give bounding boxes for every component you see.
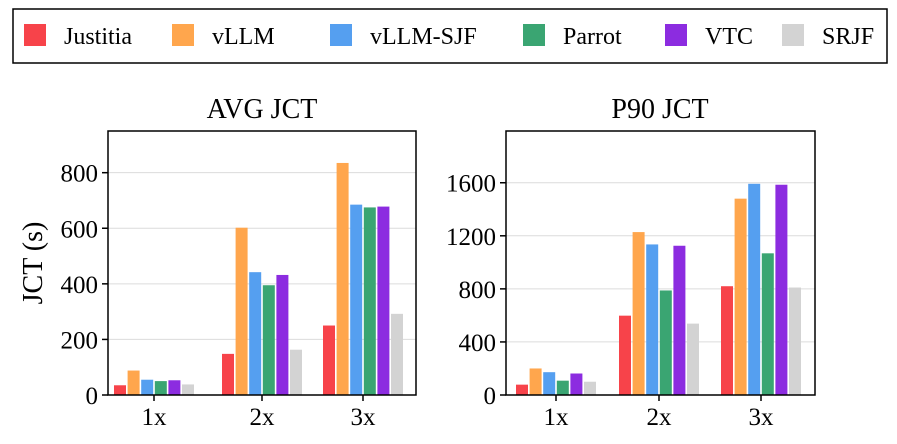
x-tick-label-avg-jct: 1x (142, 404, 168, 431)
y-tick-label-avg-jct: 0 (86, 383, 99, 410)
bar-parrot-2x (262, 285, 275, 395)
bar-vtc-2x (673, 245, 686, 395)
bar-srjf-2x (687, 323, 699, 395)
y-tick-label-p90-jct: 400 (459, 330, 497, 357)
panel-title-avg-jct: AVG JCT (207, 94, 318, 125)
panel-title-p90-jct: P90 JCT (611, 94, 708, 125)
bar-parrot-3x (363, 207, 376, 395)
bar-vtc-1x (168, 380, 181, 395)
bar-vllm-1x (127, 370, 140, 395)
plot-frame-p90-jct (505, 130, 816, 396)
legend-swatch-srjf (782, 24, 804, 46)
y-tick-label-p90-jct: 1200 (446, 224, 496, 251)
legend-swatch-justitia (24, 24, 46, 46)
legend-swatch-parrot (523, 24, 545, 46)
bar-vtc-3x (377, 206, 390, 395)
bar-vllm-3x (734, 198, 747, 395)
bar-vllm-2x (632, 232, 645, 395)
panel-avg-jct: AVG JCT 0 200 400 600 800 1x 2x 3x (61, 94, 417, 431)
y-tick-label-avg-jct: 800 (61, 161, 99, 188)
y-tick-label-p90-jct: 800 (459, 277, 497, 304)
bar-parrot-3x (761, 253, 774, 395)
bar-vtc-3x (775, 184, 788, 395)
x-tick-label-p90-jct: 1x (544, 404, 570, 431)
bar-vllm-sjf-1x (543, 372, 556, 395)
bar-vllm-sjf-2x (249, 272, 262, 395)
x-tick-label-p90-jct: 3x (749, 404, 775, 431)
y-tick-label-avg-jct: 600 (61, 216, 99, 243)
bar-srjf-2x (290, 349, 302, 395)
bar-justitia-2x (619, 315, 631, 395)
y-tick-label-avg-jct: 200 (61, 327, 99, 354)
bar-justitia-1x (114, 385, 126, 395)
legend-label-vtc: VTC (705, 24, 753, 50)
legend-label-justitia: Justitia (64, 24, 132, 50)
bar-vtc-1x (570, 373, 583, 395)
legend-label-srjf: SRJF (822, 24, 874, 50)
plot-frame-avg-jct (107, 130, 417, 396)
legend: Justitia vLLM vLLM-SJF Parrot VTC SRJF (12, 8, 888, 64)
legend-label-vllm: vLLM (212, 24, 275, 50)
bar-justitia-3x (323, 325, 335, 395)
y-tick-label-avg-jct: 400 (61, 272, 99, 299)
legend-label-vllm-sjf: vLLM-SJF (370, 24, 477, 50)
bar-parrot-2x (659, 290, 672, 395)
legend-swatch-vllm (172, 24, 194, 46)
panel-p90-jct: P90 JCT 0 400 800 1200 1600 1x 2x 3x (446, 94, 816, 431)
bar-parrot-1x (154, 381, 167, 395)
bar-parrot-1x (556, 380, 569, 395)
bar-vllm-sjf-1x (141, 379, 154, 395)
legend-swatch-vllm-sjf (330, 24, 352, 46)
legend-swatch-vtc (665, 24, 687, 46)
bar-vllm-1x (529, 368, 542, 395)
x-tick-label-p90-jct: 2x (647, 404, 673, 431)
bar-srjf-3x (789, 287, 801, 395)
bar-vllm-sjf-3x (748, 183, 761, 395)
legend-label-parrot: Parrot (563, 24, 622, 50)
bar-justitia-3x (721, 286, 733, 395)
bar-vllm-sjf-2x (646, 244, 659, 395)
x-tick-label-avg-jct: 2x (250, 404, 276, 431)
bar-srjf-1x (584, 381, 596, 395)
x-tick-label-avg-jct: 3x (351, 404, 377, 431)
bar-srjf-3x (391, 313, 403, 395)
bar-vllm-3x (336, 162, 349, 395)
y-axis-label: JCT (s) (18, 222, 49, 305)
bar-justitia-1x (516, 384, 528, 395)
bar-vllm-2x (235, 227, 248, 395)
legend-frame (12, 8, 888, 64)
bar-srjf-1x (182, 384, 194, 395)
bar-vtc-2x (276, 274, 289, 395)
y-tick-label-p90-jct: 0 (484, 383, 497, 410)
bar-vllm-sjf-3x (350, 204, 363, 395)
y-tick-label-p90-jct: 1600 (446, 171, 496, 198)
bar-justitia-2x (222, 353, 234, 395)
